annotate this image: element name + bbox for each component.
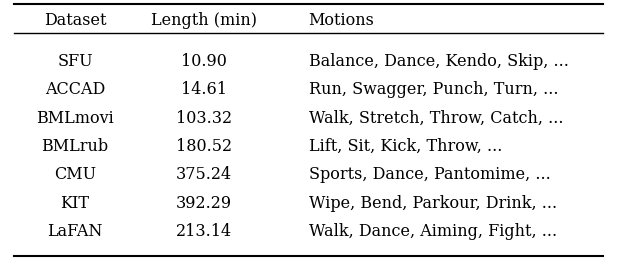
Text: Sports, Dance, Pantomime, ...: Sports, Dance, Pantomime, ... [308,167,550,184]
Text: Run, Swagger, Punch, Turn, ...: Run, Swagger, Punch, Turn, ... [308,81,558,98]
Text: BMLmovi: BMLmovi [36,110,114,127]
Text: Length (min): Length (min) [151,12,257,29]
Text: Walk, Stretch, Throw, Catch, ...: Walk, Stretch, Throw, Catch, ... [308,110,563,127]
Text: Wipe, Bend, Parkour, Drink, ...: Wipe, Bend, Parkour, Drink, ... [308,195,557,212]
Text: 103.32: 103.32 [176,110,232,127]
Text: 180.52: 180.52 [176,138,232,155]
Text: Dataset: Dataset [44,12,106,29]
Text: Walk, Dance, Aiming, Fight, ...: Walk, Dance, Aiming, Fight, ... [308,223,557,240]
Text: ACCAD: ACCAD [45,81,105,98]
Text: LaFAN: LaFAN [47,223,103,240]
Text: 213.14: 213.14 [176,223,232,240]
Text: Motions: Motions [308,12,374,29]
Text: 14.61: 14.61 [181,81,227,98]
Text: Lift, Sit, Kick, Throw, ...: Lift, Sit, Kick, Throw, ... [308,138,502,155]
Text: Balance, Dance, Kendo, Skip, ...: Balance, Dance, Kendo, Skip, ... [308,53,568,70]
Text: 375.24: 375.24 [176,167,232,184]
Text: 392.29: 392.29 [176,195,232,212]
Text: KIT: KIT [61,195,90,212]
Text: SFU: SFU [58,53,93,70]
Text: CMU: CMU [54,167,96,184]
Text: 10.90: 10.90 [181,53,227,70]
Text: BMLrub: BMLrub [42,138,109,155]
